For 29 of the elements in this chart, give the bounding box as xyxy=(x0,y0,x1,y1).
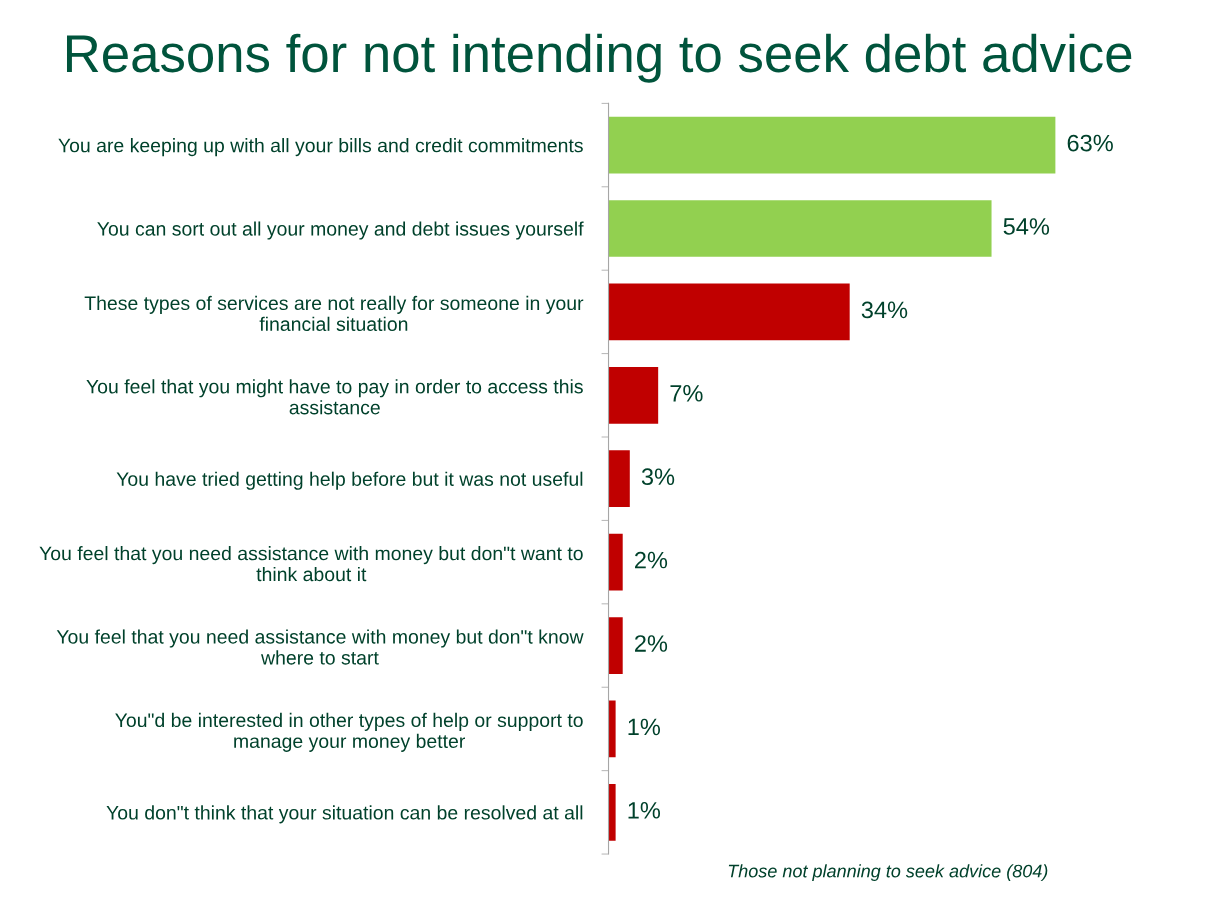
y-tick-label: You feel that you might have to pay in order to access this assistance xyxy=(86,379,583,415)
y-tick-label: You have tried getting help before but it was not useful xyxy=(116,471,583,490)
bar xyxy=(608,617,623,674)
bar xyxy=(608,366,659,424)
text: Those not planning to seek advice (804) xyxy=(728,864,1048,882)
data-label: 63% xyxy=(1067,134,1113,152)
bar xyxy=(608,700,616,758)
bar xyxy=(608,533,623,591)
data-label: 1% xyxy=(628,718,661,736)
bar xyxy=(608,283,850,341)
bar xyxy=(608,200,992,257)
data-label: 54% xyxy=(1003,218,1050,235)
data-label: 1% xyxy=(628,802,661,819)
y-tick-label: You can sort out all your money and debt issues yourself xyxy=(97,221,584,240)
y-tick-label: You feel that you need assistance with money but don"t want to think about it xyxy=(39,546,583,582)
data-label: 34% xyxy=(861,301,908,319)
y-tick-label: You"d be interested in other types of help or support to manage your money better xyxy=(115,712,583,752)
bar xyxy=(608,783,616,841)
chart-title: Reasons for not intending to seek debt advice xyxy=(66,33,1132,83)
data-label: 3% xyxy=(641,468,675,486)
bar xyxy=(608,116,1056,174)
data-label: 2% xyxy=(635,551,668,569)
data-label: 2% xyxy=(635,635,668,652)
data-label: 7% xyxy=(670,385,703,402)
y-tick-label: These types of services are not really for someone in your financial situation xyxy=(84,295,584,332)
y-tick-label: You feel that you need assistance with money but don"t know where to start xyxy=(56,629,584,665)
y-tick-label: You are keeping up with all your bills and credit commitments xyxy=(58,138,583,157)
y-tick-label: You don"t think that your situation can be resolved at all xyxy=(106,805,583,824)
bar xyxy=(608,450,630,508)
